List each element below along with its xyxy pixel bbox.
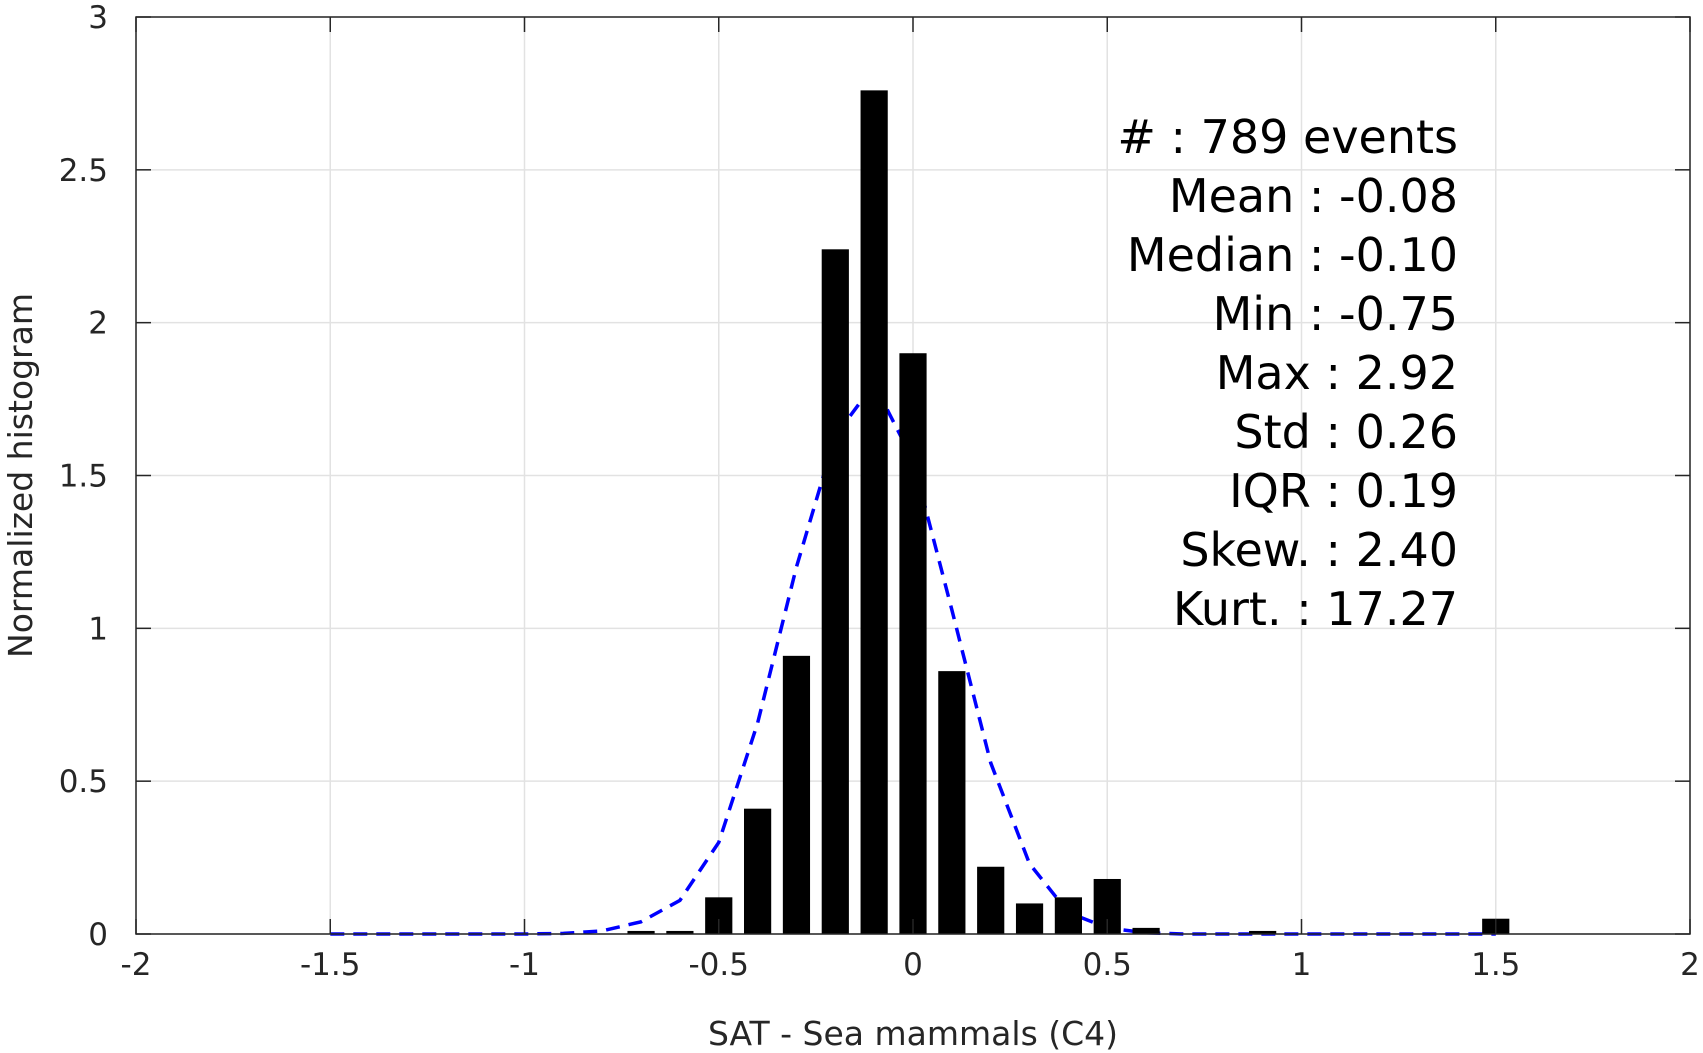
stat-line: Std : 0.26 xyxy=(1234,405,1458,459)
histogram-bar xyxy=(782,655,811,934)
stat-line: # : 789 events xyxy=(1117,110,1458,164)
y-tick-label: 0 xyxy=(88,917,108,953)
histogram-bar xyxy=(938,671,966,934)
histogram-bar xyxy=(899,353,927,934)
x-tick-label: 0.5 xyxy=(1083,947,1132,983)
stat-line: Median : -0.10 xyxy=(1127,228,1458,282)
stat-line: Min : -0.75 xyxy=(1213,287,1458,341)
y-tick-label: 0.5 xyxy=(59,764,108,800)
histogram-bar xyxy=(1015,903,1044,934)
y-tick-label: 1 xyxy=(88,611,108,647)
y-tick-label: 1.5 xyxy=(59,459,108,495)
histogram-bar xyxy=(666,930,694,934)
histogram-bar xyxy=(744,808,772,934)
y-tick-label: 3 xyxy=(88,0,108,36)
x-tick-label: 1 xyxy=(1292,947,1312,983)
histogram-bar xyxy=(977,866,1005,934)
x-tick-labels: -2 -1.5 -1 -0.5 0 0.5 1 1.5 2 xyxy=(121,947,1700,983)
histogram-bar xyxy=(1249,930,1277,934)
histogram-bar xyxy=(821,249,849,935)
x-tick-label: 2 xyxy=(1680,947,1700,983)
x-tick-label: -0.5 xyxy=(689,947,750,983)
ticks xyxy=(135,16,1691,935)
stat-line: Skew. : 2.40 xyxy=(1180,523,1458,577)
stat-line: IQR : 0.19 xyxy=(1229,464,1458,518)
stat-line: Max : 2.92 xyxy=(1216,346,1458,400)
stat-line: Mean : -0.08 xyxy=(1169,169,1458,223)
y-tick-label: 2.5 xyxy=(59,153,108,189)
x-tick-label: -1 xyxy=(509,947,540,983)
bars xyxy=(627,90,1510,935)
x-tick-label: 0 xyxy=(903,947,923,983)
y-tick-label: 2 xyxy=(88,306,108,342)
y-axis-label: Normalized histogram xyxy=(1,293,40,658)
histogram-bar xyxy=(860,90,888,935)
histogram-bar xyxy=(627,930,655,934)
x-tick-label: 1.5 xyxy=(1471,947,1520,983)
histogram-bar xyxy=(1132,927,1160,934)
y-tick-labels: 0 0.5 1 1.5 2 2.5 3 xyxy=(59,0,108,953)
x-tick-label: -1.5 xyxy=(300,947,361,983)
stat-line: Kurt. : 17.27 xyxy=(1173,582,1458,636)
x-tick-label: -2 xyxy=(121,947,152,983)
histogram-bar xyxy=(1054,897,1082,934)
x-axis-label: SAT - Sea mammals (C4) xyxy=(708,1014,1118,1053)
